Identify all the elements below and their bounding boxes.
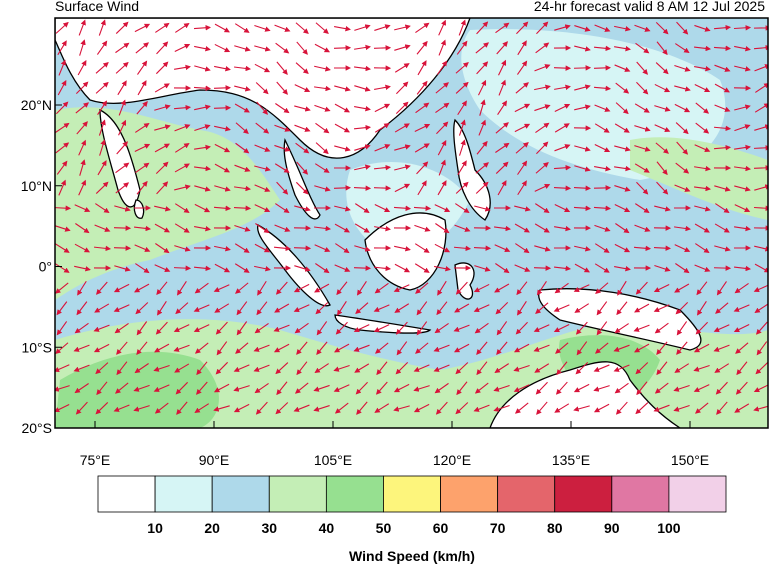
lon-label: 105°E bbox=[314, 452, 352, 468]
wind-arrow bbox=[114, 248, 130, 249]
wind-arrow bbox=[554, 68, 570, 69]
colorbar-level: 50 bbox=[376, 520, 392, 536]
lat-label: 10°S bbox=[21, 339, 52, 355]
wind-arrow bbox=[754, 168, 769, 169]
wind-arrow bbox=[534, 268, 550, 269]
colorbar-swatch bbox=[155, 476, 212, 512]
colorbar-swatch bbox=[555, 476, 612, 512]
wind-arrow bbox=[754, 148, 769, 149]
colorbar-swatch bbox=[269, 476, 326, 512]
lat-label: 10°N bbox=[21, 178, 52, 194]
wind-arrow bbox=[174, 268, 190, 269]
wind-arrow bbox=[334, 188, 350, 189]
colorbar-level: 80 bbox=[547, 520, 563, 536]
colorbar-swatch bbox=[498, 476, 555, 512]
wind-arrow bbox=[334, 48, 350, 49]
colorbar-level: 40 bbox=[319, 520, 335, 536]
colorbar-level: 90 bbox=[604, 520, 620, 536]
lon-label: 90°E bbox=[199, 452, 230, 468]
wind-arrow bbox=[374, 188, 390, 189]
colorbar-level: 20 bbox=[204, 520, 220, 536]
colorbar-swatch bbox=[612, 476, 669, 512]
wind-arrow bbox=[214, 88, 230, 89]
lon-label: 150°E bbox=[671, 452, 709, 468]
lat-label: 20°N bbox=[21, 97, 52, 113]
colorbar-level: 10 bbox=[147, 520, 163, 536]
colorbar-swatch bbox=[326, 476, 383, 512]
colorbar-swatch bbox=[383, 476, 440, 512]
colorbar-swatch bbox=[669, 476, 726, 512]
colorbar-level: 70 bbox=[490, 520, 506, 536]
colorbar-swatch bbox=[212, 476, 269, 512]
lon-label: 120°E bbox=[433, 452, 471, 468]
wind-arrow bbox=[214, 108, 230, 109]
wind-arrow bbox=[294, 248, 310, 249]
lon-label: 135°E bbox=[552, 452, 590, 468]
wind-arrow bbox=[714, 268, 730, 269]
colorbar: 10 20 30 40 50 60 70 80 90 100 bbox=[98, 476, 726, 536]
colorbar-level: 30 bbox=[261, 520, 277, 536]
lat-label: 0° bbox=[39, 259, 52, 275]
lon-label: 75°E bbox=[80, 452, 111, 468]
wind-arrow bbox=[114, 228, 130, 229]
lat-label: 20°S bbox=[21, 420, 52, 436]
map-area bbox=[54, 18, 769, 428]
colorbar-level: 60 bbox=[433, 520, 449, 536]
map-title: Surface Wind bbox=[55, 0, 139, 14]
colorbar-swatch bbox=[98, 476, 155, 512]
wind-arrow bbox=[354, 268, 370, 269]
colorbar-level: 100 bbox=[657, 520, 681, 536]
colorbar-swatch bbox=[441, 476, 498, 512]
colorbar-label: Wind Speed (km/h) bbox=[349, 548, 475, 564]
map-subtitle: 24-hr forecast valid 8 AM 12 Jul 2025 bbox=[534, 0, 765, 14]
wind-arrow bbox=[374, 48, 390, 49]
wind-arrow bbox=[594, 68, 610, 69]
